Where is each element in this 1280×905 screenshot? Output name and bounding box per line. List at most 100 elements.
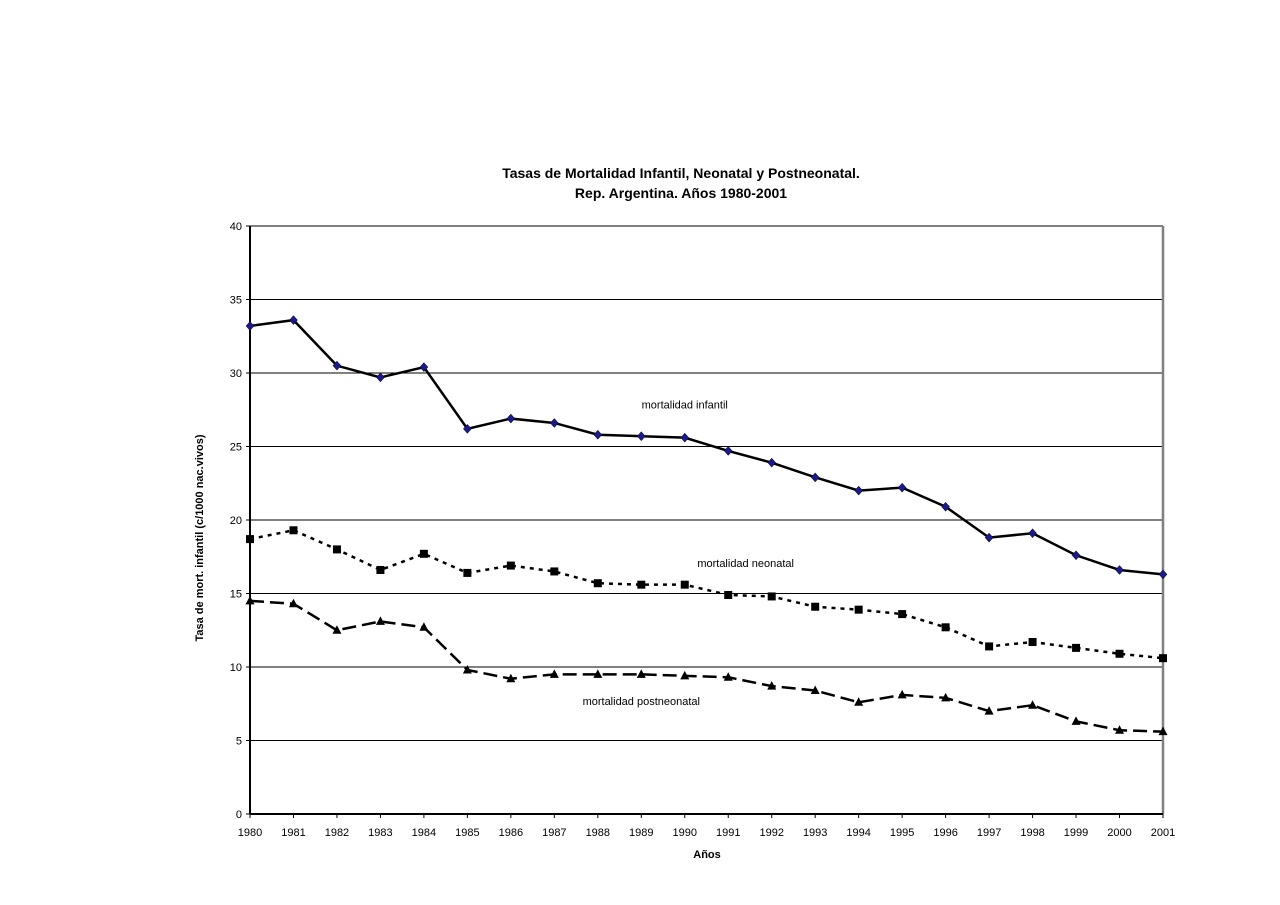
data-point-diamond <box>593 429 603 440</box>
y-tick-label: 15 <box>230 589 242 601</box>
x-tick-label: 1981 <box>281 827 305 839</box>
data-point-square <box>680 580 689 589</box>
x-tick-label: 1986 <box>499 827 523 839</box>
data-point-triangle <box>767 681 777 690</box>
x-tick-label: 1998 <box>1020 827 1044 839</box>
data-point-square <box>376 565 385 574</box>
data-point-triangle <box>1071 716 1081 725</box>
data-point-square <box>463 568 472 577</box>
data-point-triangle <box>984 706 994 715</box>
data-point-diamond <box>1071 550 1081 561</box>
data-point-square <box>332 545 341 554</box>
y-tick-label: 10 <box>230 662 242 674</box>
data-point-triangle <box>593 669 603 678</box>
data-point-triangle <box>549 669 559 678</box>
data-point-square <box>941 623 950 632</box>
data-point-diamond <box>810 472 820 483</box>
data-point-diamond <box>680 432 690 443</box>
data-point-triangle <box>680 670 690 680</box>
data-point-triangle <box>332 625 342 634</box>
series-line-mortalidad-infantil <box>249 318 1164 576</box>
y-tick-label: 0 <box>236 809 242 821</box>
data-point-square <box>854 605 863 614</box>
x-tick-label: 2001 <box>1151 827 1175 839</box>
chart-title: Tasas de Mortalidad Infantil, Neonatal y… <box>502 165 860 181</box>
data-point-square <box>811 602 820 611</box>
series-group <box>245 315 1168 736</box>
x-tick-label: 1993 <box>803 827 827 839</box>
x-tick-label: 1999 <box>1064 827 1088 839</box>
data-point-diamond <box>723 446 733 456</box>
data-point-diamond <box>1028 528 1037 539</box>
y-tick-label: 30 <box>230 368 242 380</box>
data-point-triangle <box>1028 700 1038 709</box>
series-line-mortalidad-postneonatal <box>249 599 1164 733</box>
data-point-triangle <box>810 685 820 695</box>
y-tick-label: 25 <box>230 442 242 454</box>
y-tick-label: 40 <box>230 221 242 233</box>
gridlines <box>250 299 1163 741</box>
annotations: mortalidad infantil mortalidad neonatal mo… <box>583 399 794 708</box>
x-tick-label: 1989 <box>629 827 653 839</box>
data-point-triangle <box>288 598 298 608</box>
axes: 0 5 10 15 20 25 30 35 40 1980 1981 1982 1983 1984 1985… <box>230 221 1175 839</box>
data-point-square <box>637 580 646 589</box>
data-point-triangle <box>375 616 385 625</box>
x-tick-label: 1988 <box>586 827 610 839</box>
data-point-square <box>767 592 776 601</box>
data-point-square <box>289 526 298 535</box>
data-point-diamond <box>376 372 385 383</box>
data-point-diamond <box>463 423 472 434</box>
x-tick-label: 1990 <box>673 827 697 839</box>
data-point-square <box>506 561 515 570</box>
series-annotation: mortalidad neonatal <box>697 558 794 570</box>
x-tick-label: 1996 <box>933 827 957 839</box>
x-tick-label: 1980 <box>238 827 262 839</box>
series-line-mortalidad-neonatal <box>249 528 1164 660</box>
data-point-triangle <box>897 689 907 699</box>
data-point-square <box>246 535 254 544</box>
data-point-diamond <box>984 532 994 543</box>
data-point-square <box>898 610 907 619</box>
y-tick-label: 20 <box>230 515 242 527</box>
x-tick-label: 1987 <box>542 827 566 839</box>
data-point-diamond <box>941 501 950 512</box>
x-tick-label: 1995 <box>890 827 914 839</box>
x-tick-label: 1985 <box>455 827 479 839</box>
series-annotation: mortalidad infantil <box>642 399 728 411</box>
data-point-square <box>1072 643 1081 652</box>
data-point-triangle <box>854 697 864 706</box>
data-point-triangle <box>636 669 646 678</box>
x-tick-label: 1984 <box>412 827 436 839</box>
data-point-triangle <box>506 673 516 683</box>
x-tick-label: 1991 <box>716 827 740 839</box>
y-tick-label: 5 <box>236 736 242 748</box>
data-point-triangle <box>723 672 733 681</box>
data-point-diamond <box>245 321 255 331</box>
x-tick-label: 1992 <box>759 827 783 839</box>
data-point-square <box>724 590 733 599</box>
data-point-square <box>985 642 994 651</box>
series-annotation: mortalidad postneonatal <box>583 696 700 708</box>
data-point-diamond <box>1158 569 1168 580</box>
data-point-square <box>1028 638 1037 647</box>
data-point-diamond <box>549 418 559 428</box>
data-point-diamond <box>767 457 777 468</box>
y-axis-label: Tasa de mort. infantil (c/1000 nac.vivos… <box>194 434 206 641</box>
data-point-diamond <box>332 360 342 371</box>
x-tick-label: 1983 <box>368 827 392 839</box>
data-point-diamond <box>289 315 298 325</box>
data-point-triangle <box>1158 726 1168 736</box>
x-tick-label: 1997 <box>977 827 1001 839</box>
data-point-triangle <box>941 692 951 702</box>
data-point-square <box>550 567 559 576</box>
y-tick-label: 35 <box>230 295 242 307</box>
data-point-diamond <box>636 431 646 442</box>
data-point-diamond <box>506 413 516 424</box>
data-point-triangle <box>462 664 472 674</box>
data-point-diamond <box>854 485 864 496</box>
data-point-triangle <box>245 595 255 605</box>
chart-subtitle: Rep. Argentina. Años 1980-2001 <box>575 185 787 201</box>
data-point-triangle <box>419 622 429 631</box>
